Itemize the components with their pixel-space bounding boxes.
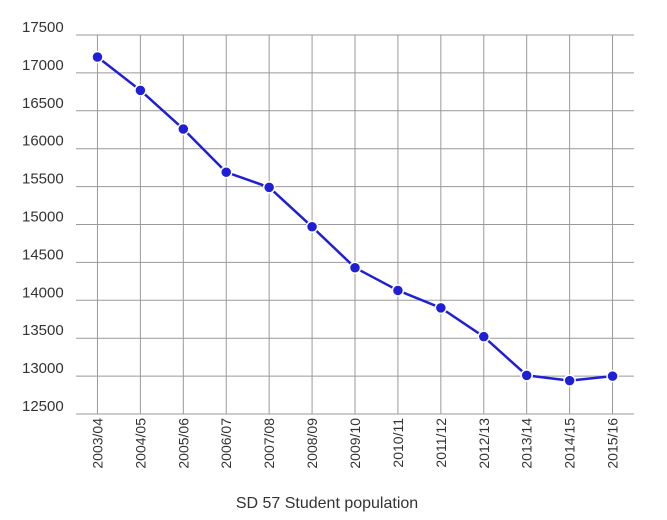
y-tick-label: 17000 xyxy=(22,57,64,74)
x-tick-label: 2015/16 xyxy=(605,418,621,469)
x-tick-label: 2013/14 xyxy=(519,418,535,469)
grid-lines xyxy=(76,34,634,415)
y-tick-label: 16000 xyxy=(22,133,64,150)
x-tick-label: 2003/04 xyxy=(89,418,105,469)
data-point xyxy=(477,330,491,343)
x-tick-label: 2010/11 xyxy=(390,418,406,468)
data-point xyxy=(177,122,190,136)
x-tick-labels: 2003/04 2004/05 2005/06 2006/07 2007/08 2008/… xyxy=(89,418,620,469)
y-tick-label: 13000 xyxy=(22,360,64,377)
x-tick-label: 2005/06 xyxy=(175,418,191,469)
data-point xyxy=(606,369,619,383)
x-tick-label: 2008/09 xyxy=(304,418,320,469)
x-tick-label: 2011/12 xyxy=(433,418,449,468)
data-point xyxy=(134,84,147,97)
y-tick-label: 14000 xyxy=(22,284,64,301)
x-tick-label: 2009/10 xyxy=(347,418,363,469)
data-point xyxy=(219,165,233,179)
x-tick-label: 2014/15 xyxy=(562,418,578,469)
y-tick-label: 12500 xyxy=(22,398,64,415)
y-tick-label: 16500 xyxy=(22,95,64,112)
x-axis-label: SD 57 Student population xyxy=(236,495,418,512)
x-tick-label: 2004/05 xyxy=(132,418,148,469)
data-point xyxy=(391,284,405,297)
data-point xyxy=(434,301,448,315)
x-tick-label: 2006/07 xyxy=(218,418,234,469)
x-tick-label: 2012/13 xyxy=(476,418,492,469)
y-tick-label: 14500 xyxy=(22,246,64,263)
data-point xyxy=(262,181,276,194)
y-tick-label: 13500 xyxy=(22,322,64,339)
data-point xyxy=(520,369,533,382)
y-tick-labels: 12500 13000 13500 14000 14500 15000 15500 16000… xyxy=(22,19,64,415)
series-layer xyxy=(91,50,619,387)
data-point xyxy=(305,220,319,234)
data-point xyxy=(348,261,362,274)
y-tick-label: 17500 xyxy=(22,19,64,36)
data-point xyxy=(91,50,104,64)
y-tick-label: 15500 xyxy=(22,171,64,188)
data-point xyxy=(563,374,576,387)
y-tick-label: 15000 xyxy=(22,209,64,226)
x-tick-label: 2007/08 xyxy=(261,418,277,469)
